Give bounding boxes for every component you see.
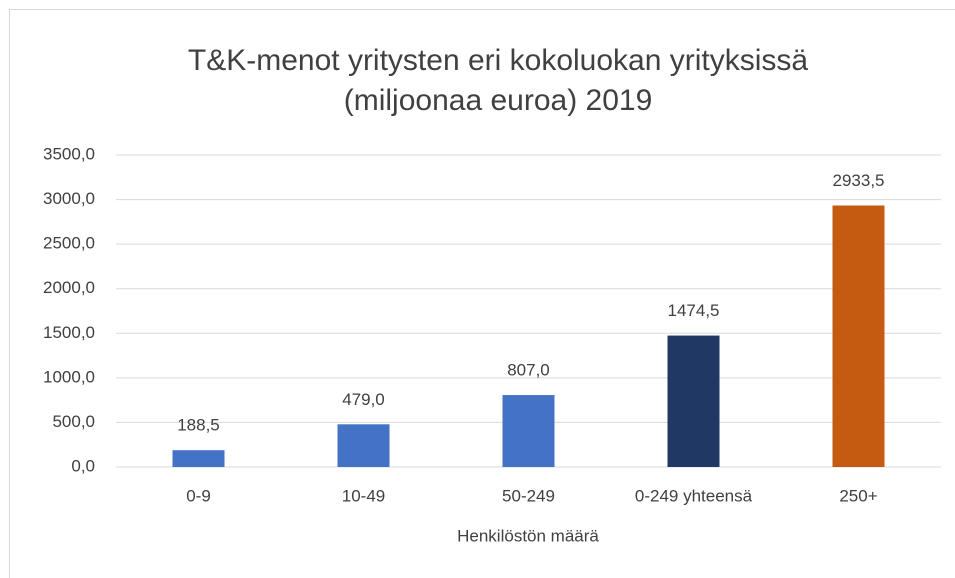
bar [667,335,720,467]
y-tick-label: 500,0 [52,412,95,431]
x-axis-title: Henkilöstön määrä [457,526,599,545]
y-tick-label: 2000,0 [43,278,95,297]
data-label: 1474,5 [668,301,720,320]
bar [502,395,555,467]
x-tick-label: 250+ [839,486,877,505]
data-label: 807,0 [507,361,550,380]
chart-title: (miljoonaa euroa) 2019 [344,84,653,117]
y-tick-label: 3500,0 [43,144,95,163]
chart-frame [9,9,955,578]
x-tick-label: 0-9 [186,486,211,505]
bar [337,424,390,467]
bar [172,450,225,467]
y-tick-label: 3000,0 [43,189,95,208]
data-label: 2933,5 [833,171,885,190]
y-tick-label: 0,0 [71,456,95,475]
y-tick-label: 1000,0 [43,367,95,386]
x-tick-label: 0-249 yhteensä [635,486,753,505]
data-label: 479,0 [342,390,385,409]
chart-title: T&K-menot yritysten eri kokoluokan yrity… [188,44,809,77]
y-tick-label: 1500,0 [43,323,95,342]
bar [832,205,885,467]
x-tick-label: 50-249 [502,486,555,505]
x-tick-label: 10-49 [342,486,385,505]
y-tick-label: 2500,0 [43,234,95,253]
data-label: 188,5 [177,416,220,435]
